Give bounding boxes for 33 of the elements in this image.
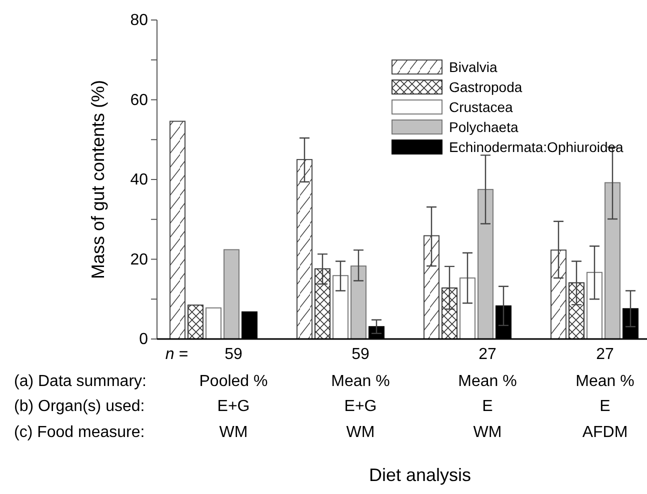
text: n = <box>165 346 188 363</box>
legend-label: Crustacea <box>449 99 514 115</box>
y-tick-label: 20 <box>130 251 148 268</box>
text: (b) Organ(s) used: <box>14 398 145 415</box>
bar <box>586 272 602 340</box>
bar <box>224 249 240 340</box>
bar <box>460 277 476 340</box>
bar <box>350 266 366 340</box>
y-tick-label: 60 <box>130 92 148 109</box>
x-axis-title: Diet analysis <box>368 465 472 485</box>
bar <box>568 282 584 340</box>
x-tick-label: 27 Mean % E AFDM <box>576 346 634 441</box>
legend-label: Polychaeta <box>449 119 518 135</box>
legend-label: Gastropoda <box>449 79 522 95</box>
text: (c) Food measure: <box>14 424 145 441</box>
y-axis-title: Mass of gut contents (%) <box>88 80 108 280</box>
x-tick-label: 59 Mean % E+G WM <box>331 346 390 441</box>
bar <box>442 287 458 340</box>
x-tick-label: 59 Pooled % E+G WM <box>199 346 268 441</box>
bar <box>332 275 348 340</box>
bar <box>478 188 494 340</box>
bar <box>206 307 222 340</box>
bar <box>188 304 204 340</box>
x-tick-label: 27 Mean % E WM <box>458 346 517 441</box>
y-tick-label: 40 <box>130 172 148 189</box>
bar <box>604 182 620 340</box>
y-tick-label: 80 <box>130 12 148 30</box>
legend-label: Echinodermata:Ophiuroidea <box>449 139 624 155</box>
y-tick-label: 0 <box>139 331 148 348</box>
bar <box>170 120 186 340</box>
bar <box>314 268 330 340</box>
text: (a) Data summary: <box>14 373 146 390</box>
legend-label: Bivalvia <box>449 59 498 75</box>
